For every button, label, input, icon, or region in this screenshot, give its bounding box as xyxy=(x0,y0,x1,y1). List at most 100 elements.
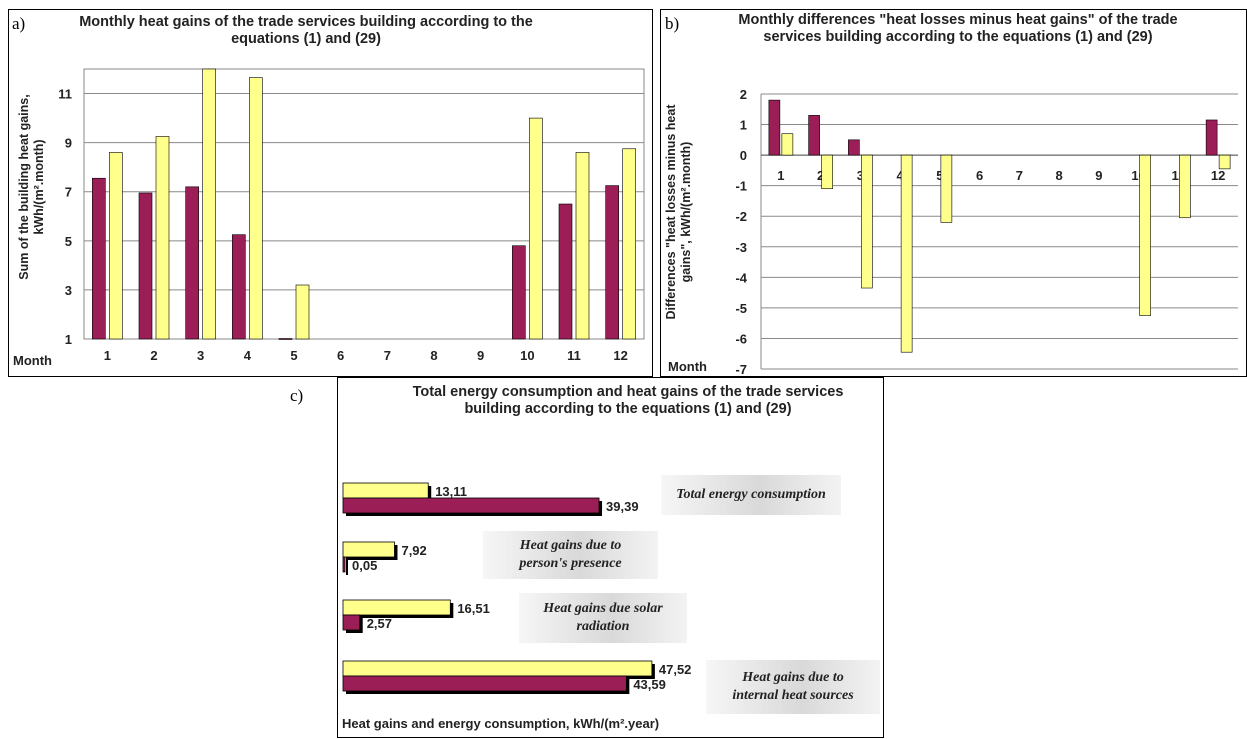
y-tick-label: 7 xyxy=(65,185,72,200)
x-tick-label: 5 xyxy=(936,168,943,183)
bar xyxy=(622,148,636,340)
x-tick-label: 1 xyxy=(104,348,111,363)
x-tick-label: 3 xyxy=(857,168,864,183)
chart-b-month-label: Month xyxy=(668,359,707,374)
bar xyxy=(558,203,573,340)
x-tick-label: 3 xyxy=(197,348,204,363)
bar xyxy=(278,338,293,340)
bar xyxy=(342,497,600,514)
bar xyxy=(821,154,833,190)
y-tick-label: 2 xyxy=(740,87,747,102)
bar xyxy=(1218,154,1231,170)
x-tick-label: 1 xyxy=(777,168,784,183)
bar xyxy=(1179,154,1191,219)
data-label: 0,05 xyxy=(352,558,377,573)
x-tick-label: 9 xyxy=(477,348,484,363)
x-tick-label: 4 xyxy=(897,168,905,183)
y-tick-label: -1 xyxy=(735,179,747,194)
y-tick-label: 1 xyxy=(65,332,72,347)
bar xyxy=(1205,119,1218,156)
x-tick-label: 6 xyxy=(976,168,983,183)
x-tick-label: 7 xyxy=(384,348,391,363)
bar xyxy=(342,541,395,558)
y-tick-label: -3 xyxy=(735,240,747,255)
x-tick-label: 12 xyxy=(1211,168,1225,183)
x-tick-label: 2 xyxy=(817,168,824,183)
plot-area xyxy=(83,68,645,340)
panel-b: b) Monthly differences "heat losses minu… xyxy=(660,9,1247,377)
data-label: 7,92 xyxy=(401,543,426,558)
bar xyxy=(249,77,263,340)
data-label: 13,11 xyxy=(435,484,467,499)
y-tick-label: -6 xyxy=(735,331,747,346)
x-tick-label: 5 xyxy=(290,348,297,363)
chart-a-title: Monthly heat gains of the trade services… xyxy=(79,14,533,47)
y-tick-label: -4 xyxy=(735,270,747,285)
data-label: 39,39 xyxy=(606,499,639,514)
category-label-3: Heat gains due solar radiation xyxy=(519,593,687,643)
panel-c: Total energy consumption and heat gains … xyxy=(337,377,884,738)
category-label-2: Heat gains due to person's presence xyxy=(483,531,658,579)
bar xyxy=(109,152,123,340)
y-tick-label: 0 xyxy=(740,148,747,163)
bar xyxy=(342,599,451,616)
y-tick-label: -7 xyxy=(735,362,747,377)
bar xyxy=(342,675,627,692)
bar xyxy=(92,177,106,340)
panel-c-letter: c) xyxy=(290,386,304,405)
panel-a: a) Monthly heat gains of the trade servi… xyxy=(8,9,653,377)
x-tick-label: 4 xyxy=(244,348,252,363)
category-label-1: Total energy consumption xyxy=(661,475,841,515)
bar xyxy=(232,234,246,340)
chart-c-title: Total energy consumption and heat gains … xyxy=(412,384,844,417)
panel-a-letter: a) xyxy=(12,14,26,33)
category-label-4-text: Heat gains due to internal heat sources xyxy=(732,669,853,705)
bar xyxy=(155,136,170,340)
y-tick-label: 3 xyxy=(65,283,72,298)
bar xyxy=(575,152,590,340)
y-tick-label: 9 xyxy=(65,136,72,151)
chart-b-plot: 210-1-2-3-4-5-6-71 2 3 4 5 6 7 8 9 10 11 12 xyxy=(735,87,1238,377)
x-tick-label: 2 xyxy=(150,348,157,363)
category-label-4-line1: Heat gains due to xyxy=(742,670,844,685)
y-tick-label: 11 xyxy=(58,87,72,102)
category-label-2-text: Heat gains due to person's presence xyxy=(519,537,621,573)
y-tick-label: -2 xyxy=(735,209,747,224)
bar xyxy=(512,245,526,340)
x-tick-label: 11 xyxy=(567,348,581,363)
category-label-4: Heat gains due to internal heat sources xyxy=(706,660,880,714)
y-tick-label: 5 xyxy=(65,234,72,249)
bar xyxy=(342,482,429,499)
panel-b-letter: b) xyxy=(665,14,680,33)
x-tick-label: 10 xyxy=(520,348,534,363)
data-label: 2,57 xyxy=(367,616,392,631)
bar xyxy=(861,154,873,289)
x-tick-label: 12 xyxy=(613,348,627,363)
bar xyxy=(185,186,199,340)
data-label: 43,59 xyxy=(633,677,666,692)
bar xyxy=(848,139,860,156)
bar xyxy=(295,284,310,340)
x-tick-label: 6 xyxy=(337,348,344,363)
bar xyxy=(529,117,543,340)
x-tick-label: 9 xyxy=(1095,168,1102,183)
bar xyxy=(138,192,153,340)
chart-c-xlabel: Heat gains and energy consumption, kWh/(… xyxy=(342,716,660,731)
category-label-1-text: Total energy consumption xyxy=(676,487,826,502)
bar xyxy=(605,185,619,340)
category-label-2-line1: Heat gains due to xyxy=(519,538,622,553)
bar-shadow xyxy=(346,560,348,575)
category-label-3-line1: Heat gains due solar xyxy=(543,601,663,616)
x-tick-label: 8 xyxy=(1056,168,1063,183)
bar xyxy=(342,614,361,631)
bar xyxy=(768,99,781,156)
bar xyxy=(202,68,216,340)
category-label-4-line2: internal heat sources xyxy=(732,688,854,703)
data-label: 47,52 xyxy=(659,662,692,677)
data-label: 16,51 xyxy=(457,601,490,616)
bar xyxy=(808,115,820,156)
bar xyxy=(900,154,913,353)
bar xyxy=(1139,154,1151,316)
